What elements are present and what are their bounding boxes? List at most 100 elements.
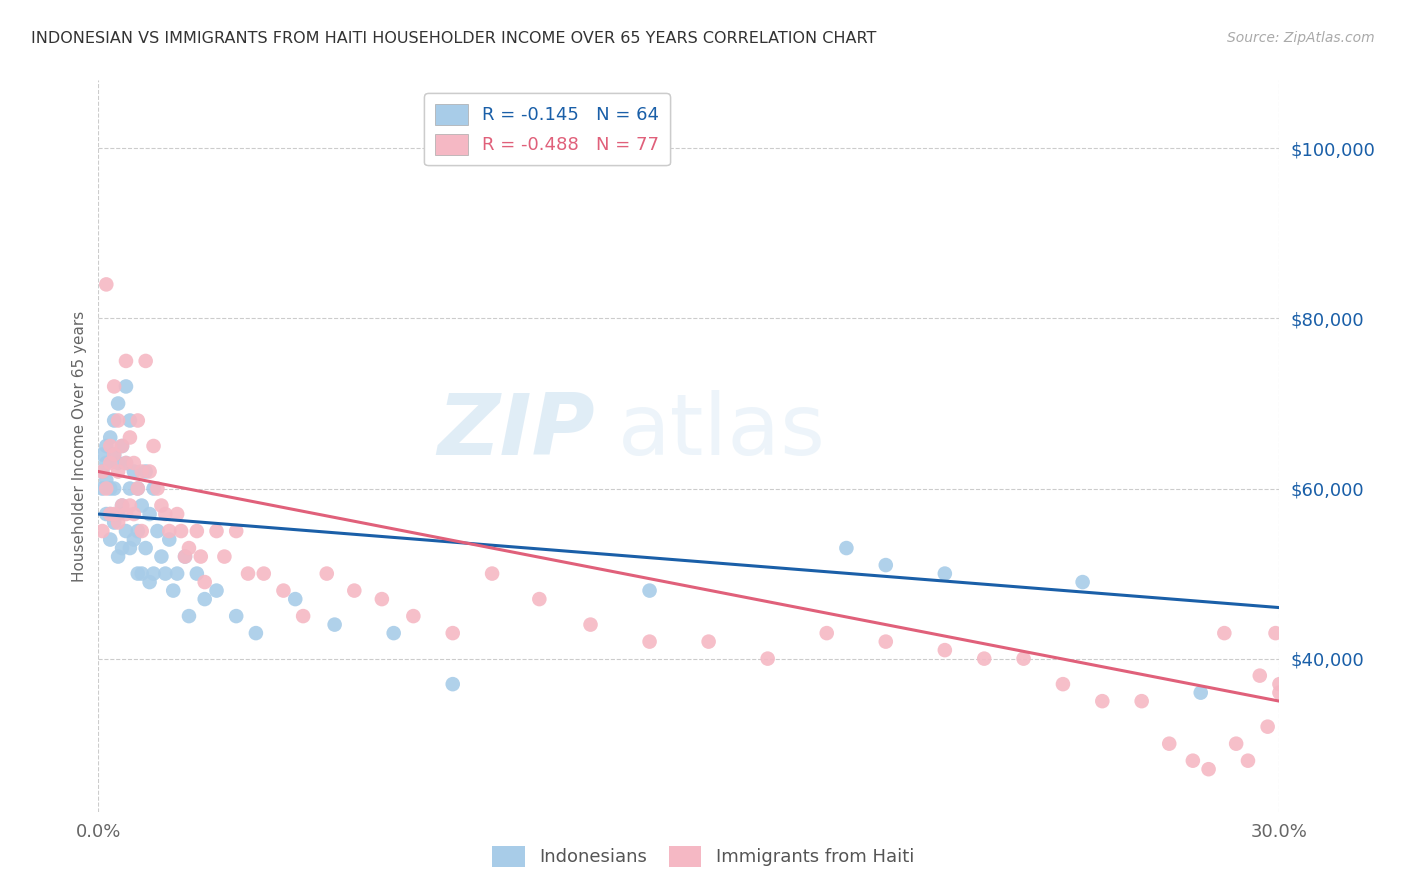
Point: [166, 566, 188, 581]
Point: [107, 507, 129, 521]
Point: [1264, 626, 1286, 640]
Legend: R = -0.145   N = 64, R = -0.488   N = 77: R = -0.145 N = 64, R = -0.488 N = 77: [425, 93, 671, 165]
Point: [382, 626, 405, 640]
Point: [131, 524, 153, 538]
Point: [284, 592, 307, 607]
Point: [107, 456, 129, 470]
Point: [127, 524, 149, 538]
Point: [122, 465, 145, 479]
Point: [1159, 737, 1181, 751]
Point: [96, 473, 118, 487]
Point: [98, 507, 121, 521]
Point: [875, 634, 897, 648]
Point: [107, 516, 129, 530]
Point: [135, 354, 157, 368]
Point: [91, 465, 114, 479]
Point: [91, 524, 114, 538]
Point: [323, 617, 346, 632]
Point: [146, 482, 169, 496]
Point: [107, 396, 129, 410]
Legend: Indonesians, Immigrants from Haiti: Indonesians, Immigrants from Haiti: [485, 838, 921, 874]
Point: [142, 439, 165, 453]
Point: [98, 482, 121, 496]
Point: [131, 465, 153, 479]
Text: INDONESIAN VS IMMIGRANTS FROM HAITI HOUSEHOLDER INCOME OVER 65 YEARS CORRELATION: INDONESIAN VS IMMIGRANTS FROM HAITI HOUS…: [31, 31, 876, 46]
Point: [170, 524, 193, 538]
Point: [1181, 754, 1204, 768]
Point: [481, 566, 503, 581]
Point: [638, 634, 661, 648]
Point: [138, 465, 160, 479]
Point: [142, 566, 165, 581]
Point: [638, 583, 661, 598]
Text: atlas: atlas: [619, 390, 827, 473]
Point: [155, 507, 177, 521]
Point: [1237, 754, 1260, 768]
Point: [107, 549, 129, 564]
Point: [98, 439, 121, 453]
Point: [127, 413, 149, 427]
Point: [343, 583, 366, 598]
Point: [174, 549, 197, 564]
Point: [98, 533, 121, 547]
Point: [177, 541, 200, 555]
Point: [122, 507, 145, 521]
Point: [1257, 720, 1279, 734]
Point: [756, 651, 779, 665]
Point: [118, 482, 141, 496]
Point: [1249, 668, 1271, 682]
Point: [138, 507, 160, 521]
Point: [98, 430, 121, 444]
Point: [315, 566, 337, 581]
Point: [529, 592, 551, 607]
Point: [115, 379, 138, 393]
Point: [1130, 694, 1153, 708]
Point: [973, 651, 995, 665]
Point: [96, 507, 118, 521]
Y-axis label: Householder Income Over 65 years: Householder Income Over 65 years: [72, 310, 87, 582]
Point: [96, 277, 118, 292]
Point: [157, 533, 180, 547]
Point: [150, 549, 173, 564]
Point: [118, 499, 141, 513]
Point: [205, 524, 228, 538]
Point: [127, 482, 149, 496]
Point: [1225, 737, 1247, 751]
Point: [131, 566, 153, 581]
Point: [131, 499, 153, 513]
Point: [371, 592, 394, 607]
Point: [103, 507, 125, 521]
Point: [115, 354, 138, 368]
Point: [115, 456, 138, 470]
Point: [135, 541, 157, 555]
Point: [194, 592, 217, 607]
Point: [111, 439, 134, 453]
Point: [107, 413, 129, 427]
Point: [190, 549, 212, 564]
Point: [103, 448, 125, 462]
Point: [253, 566, 276, 581]
Point: [103, 379, 125, 393]
Point: [1071, 575, 1094, 590]
Point: [127, 566, 149, 581]
Point: [245, 626, 267, 640]
Point: [194, 575, 217, 590]
Point: [111, 541, 134, 555]
Point: [115, 507, 138, 521]
Point: [98, 507, 121, 521]
Point: [103, 482, 125, 496]
Point: [186, 566, 208, 581]
Point: [1012, 651, 1035, 665]
Point: [1268, 677, 1291, 691]
Point: [122, 456, 145, 470]
Point: [815, 626, 838, 640]
Point: [579, 617, 602, 632]
Text: ZIP: ZIP: [437, 390, 595, 473]
Point: [225, 524, 247, 538]
Point: [273, 583, 295, 598]
Point: [214, 549, 236, 564]
Point: [1268, 686, 1291, 700]
Point: [91, 465, 114, 479]
Point: [205, 583, 228, 598]
Point: [142, 482, 165, 496]
